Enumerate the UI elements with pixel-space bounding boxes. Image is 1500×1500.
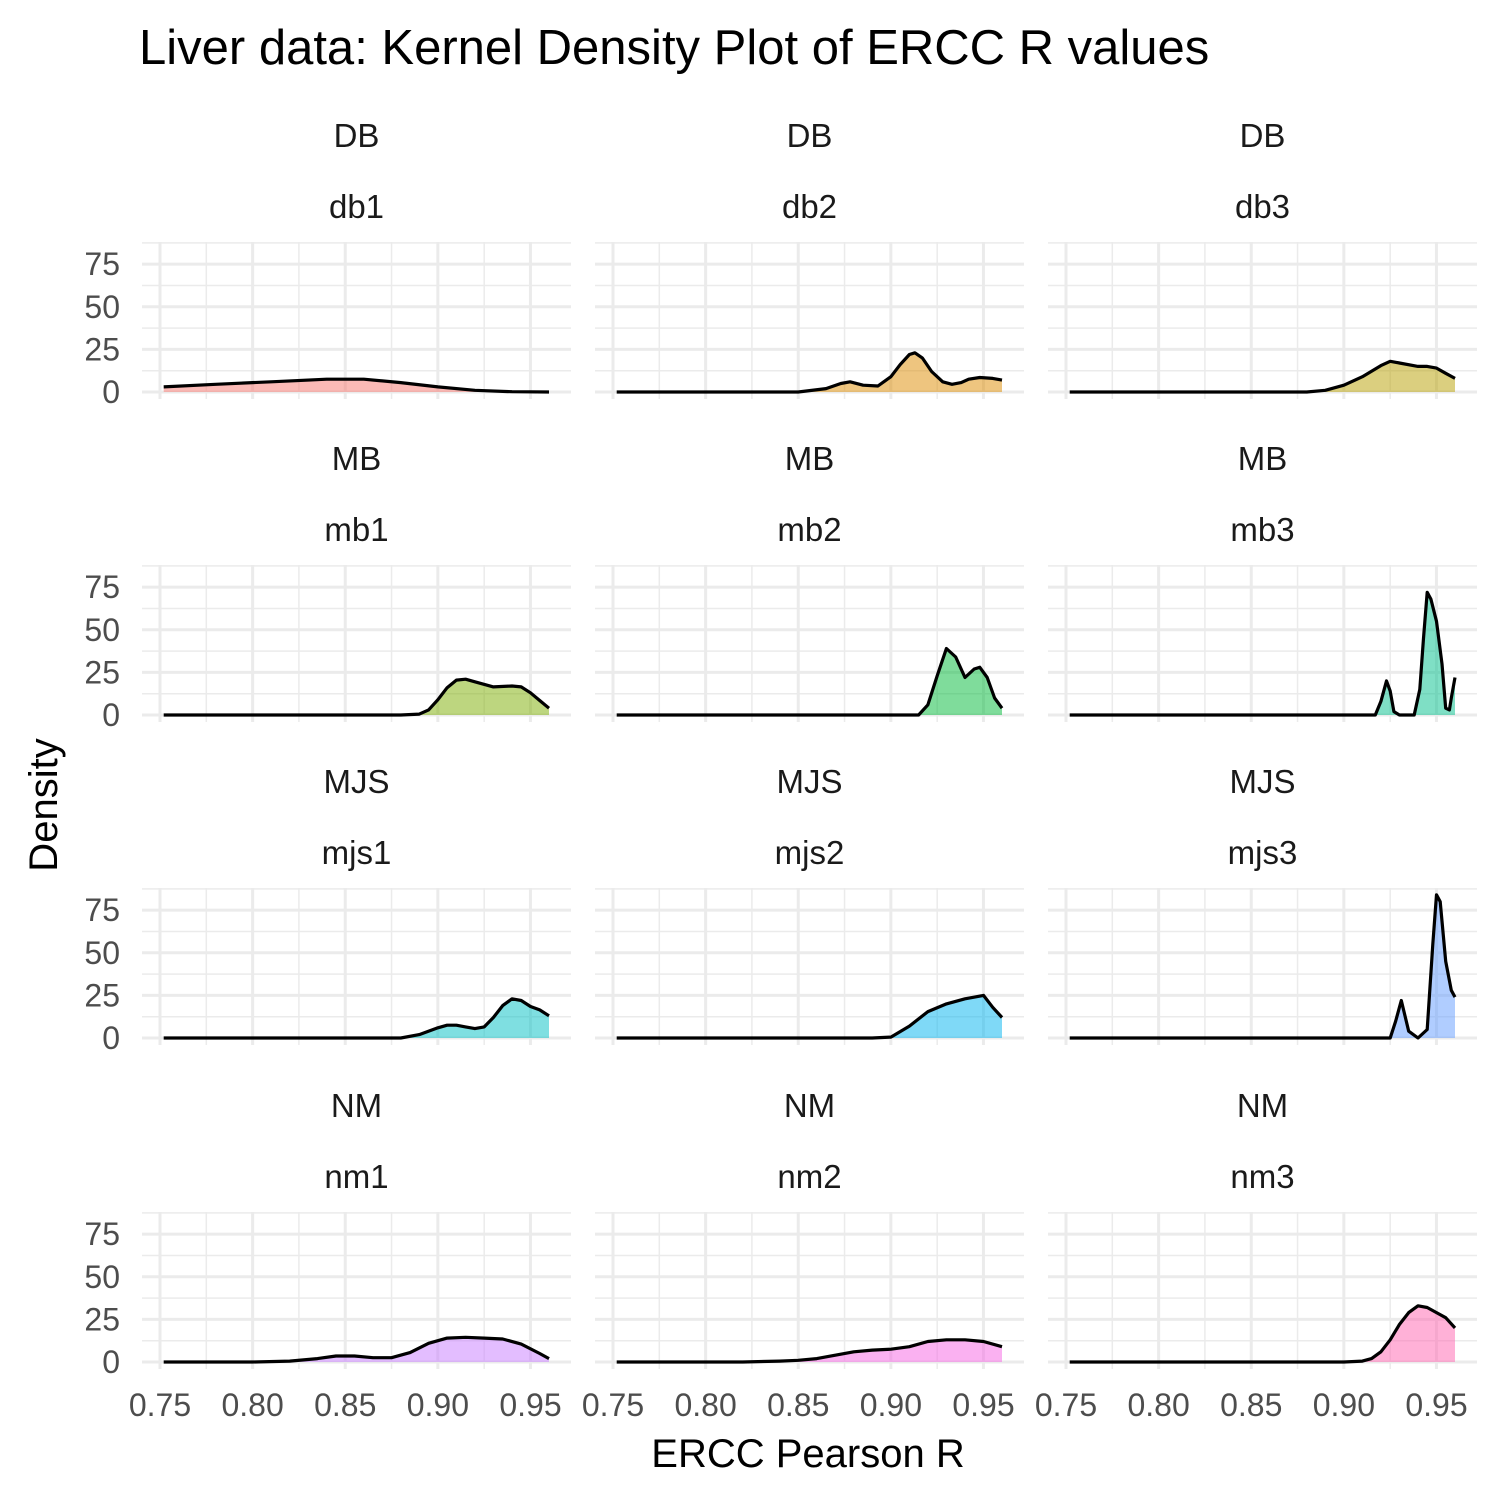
y-tick-label: 25 xyxy=(84,1301,120,1337)
y-tick-label: 25 xyxy=(84,654,120,690)
x-tick-label: 0.75 xyxy=(129,1387,191,1423)
y-tick-label: 75 xyxy=(84,246,120,282)
density-curve xyxy=(1069,893,1457,1040)
facet-sample-label: db2 xyxy=(782,188,837,225)
x-tick-label: 0.75 xyxy=(582,1387,644,1423)
facet-sample-label: db3 xyxy=(1235,188,1290,225)
density-curve xyxy=(616,993,1004,1040)
facet-group-label: MJS xyxy=(1230,763,1296,800)
facet-sample-label: db1 xyxy=(329,188,384,225)
facet-group-label: NM xyxy=(1237,1087,1288,1124)
facet-panel: MB mb1 0 25 50 75 xyxy=(84,440,571,733)
y-tick-label: 50 xyxy=(84,289,120,325)
y-tick-label: 75 xyxy=(84,1216,120,1252)
facet-sample-label: mjs1 xyxy=(322,834,392,871)
x-tick-label: 0.80 xyxy=(221,1387,283,1423)
facet-panel: NM nm2 0.75 0.80 0.85 0.90 0.95 xyxy=(582,1087,1024,1423)
density-curve xyxy=(616,351,1003,394)
y-tick-label: 50 xyxy=(84,612,120,648)
y-tick-label: 75 xyxy=(84,892,120,928)
density-curve xyxy=(163,377,550,394)
density-curve xyxy=(163,677,551,717)
density-area xyxy=(1069,592,1455,715)
x-axis-title: ERCC Pearson R xyxy=(651,1432,964,1476)
x-tick-label: 0.95 xyxy=(499,1387,561,1423)
density-area xyxy=(616,648,1002,715)
y-tick-label: 0 xyxy=(102,1344,120,1380)
x-tick-label: 0.90 xyxy=(860,1387,922,1423)
facet-panel: DB db1 0 25 50 75 xyxy=(84,117,571,410)
density-area xyxy=(1069,361,1455,392)
facet-panel: NM nm3 0.75 0.80 0.85 0.90 0.95 xyxy=(1035,1087,1477,1423)
chart-title: Liver data: Kernel Density Plot of ERCC … xyxy=(139,21,1209,75)
facet-group-label: MB xyxy=(1238,440,1288,477)
x-tick-label: 0.90 xyxy=(407,1387,469,1423)
y-axis-title: Density xyxy=(22,738,66,871)
facet-panel: MJS mjs1 0 25 50 75 xyxy=(84,763,571,1056)
y-tick-label: 0 xyxy=(102,374,120,410)
facet-panel: MJS mjs3 xyxy=(1048,763,1477,1045)
facet-group-label: MB xyxy=(785,440,835,477)
density-curve xyxy=(1069,590,1457,717)
density-curve xyxy=(1069,359,1456,394)
facet-sample-label: mjs3 xyxy=(1228,834,1298,871)
facet-sample-label: nm2 xyxy=(777,1158,841,1195)
x-tick-label: 0.75 xyxy=(1035,1387,1097,1423)
facet-group-label: MJS xyxy=(777,763,843,800)
x-tick-label: 0.80 xyxy=(674,1387,736,1423)
facet-group-label: DB xyxy=(334,117,380,154)
y-tick-label: 50 xyxy=(84,935,120,971)
density-area xyxy=(163,1337,549,1362)
facet-sample-label: mb2 xyxy=(777,511,841,548)
density-area xyxy=(163,679,549,715)
density-area xyxy=(616,352,1002,392)
y-tick-label: 25 xyxy=(84,331,120,367)
density-curve xyxy=(163,1335,550,1364)
facet-panel: MB mb2 xyxy=(595,440,1024,722)
facet-panels: DBdb10255075DBdb2DBdb3MBmb10255075MBmb2M… xyxy=(84,117,1477,1423)
facet-panel: NM nm1 0 25 50 75 0.75 0.80 0.85 0.90 0.95 xyxy=(84,1087,571,1423)
x-tick-label: 0.90 xyxy=(1313,1387,1375,1423)
facet-group-label: NM xyxy=(331,1087,382,1124)
facet-sample-label: mb1 xyxy=(324,511,388,548)
y-tick-label: 0 xyxy=(102,1020,120,1056)
facet-group-label: DB xyxy=(787,117,833,154)
facet-sample-label: nm3 xyxy=(1230,1158,1294,1195)
x-tick-label: 0.95 xyxy=(952,1387,1014,1423)
y-tick-label: 0 xyxy=(102,697,120,733)
x-tick-label: 0.85 xyxy=(314,1387,376,1423)
facet-sample-label: mb3 xyxy=(1230,511,1294,548)
facet-panel: DB db2 xyxy=(595,117,1024,399)
facet-panel: DB db3 xyxy=(1048,117,1477,399)
density-curve xyxy=(616,1338,1003,1364)
facet-panel: MB mb3 xyxy=(1048,440,1477,722)
y-tick-label: 50 xyxy=(84,1259,120,1295)
x-tick-label: 0.80 xyxy=(1127,1387,1189,1423)
x-tick-label: 0.85 xyxy=(1220,1387,1282,1423)
y-tick-label: 25 xyxy=(84,977,120,1013)
facet-sample-label: nm1 xyxy=(324,1158,388,1195)
facet-group-label: MB xyxy=(332,440,382,477)
density-curve xyxy=(1069,1304,1457,1364)
density-area xyxy=(163,998,549,1038)
density-area xyxy=(1069,1305,1455,1362)
x-tick-label: 0.95 xyxy=(1405,1387,1467,1423)
x-tick-label: 0.85 xyxy=(767,1387,829,1423)
facet-group-label: NM xyxy=(784,1087,835,1124)
density-area xyxy=(616,1339,1002,1362)
density-curve xyxy=(163,997,550,1040)
facet-sample-label: mjs2 xyxy=(775,834,845,871)
density-curve xyxy=(616,646,1004,717)
facet-panel: MJS mjs2 xyxy=(595,763,1024,1045)
facet-group-label: MJS xyxy=(324,763,390,800)
facet-group-label: DB xyxy=(1240,117,1286,154)
y-tick-label: 75 xyxy=(84,569,120,605)
